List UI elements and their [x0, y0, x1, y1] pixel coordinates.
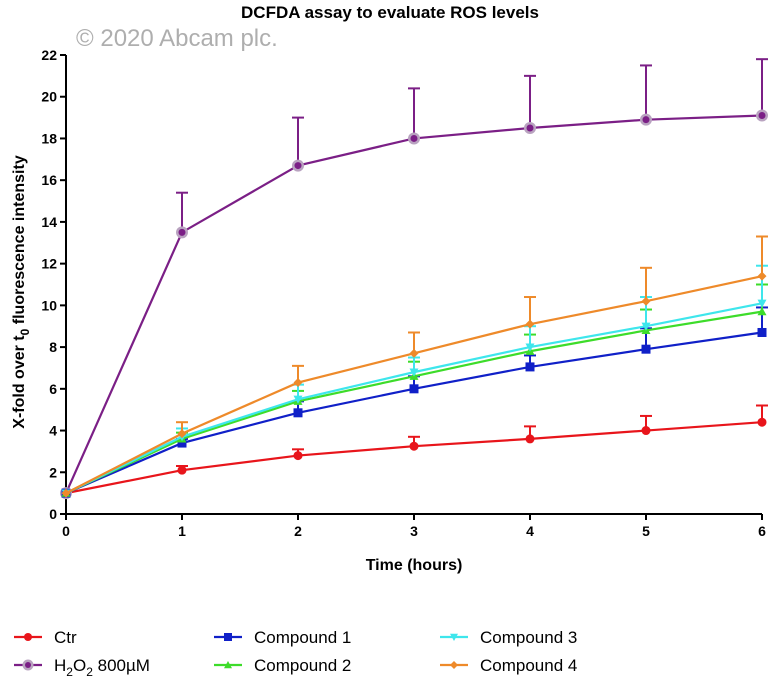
- data-point: [524, 122, 536, 135]
- data-point: [409, 368, 419, 377]
- y-tick-label: 8: [49, 339, 57, 355]
- data-point: [757, 307, 767, 316]
- data-point: [177, 465, 187, 475]
- data-point: [177, 429, 187, 439]
- marker-core: [410, 134, 418, 142]
- data-point: [408, 132, 420, 145]
- data-point: [757, 327, 767, 337]
- legend-item: H2O2 800µM: [14, 656, 150, 679]
- data-point: [641, 344, 651, 354]
- legend-item: Compound 3: [440, 628, 577, 647]
- data-point: [757, 271, 767, 281]
- y-axis-label-subscript: 0: [18, 328, 32, 335]
- data-point: [641, 322, 651, 331]
- data-point: [640, 113, 652, 126]
- y-tick-label: 0: [49, 506, 57, 522]
- y-tick-label: 6: [49, 381, 57, 397]
- data-point: [450, 633, 458, 641]
- data-point: [224, 661, 232, 669]
- data-point: [24, 633, 32, 641]
- series-ctr: [61, 404, 768, 498]
- marker-core: [642, 116, 650, 124]
- data-point: [525, 434, 535, 444]
- y-tick-label: 2: [49, 464, 57, 480]
- data-point: [757, 417, 767, 427]
- x-tick-label: 0: [62, 523, 70, 539]
- y-tick-label: 10: [41, 297, 57, 313]
- marker-core: [178, 228, 186, 236]
- data-point: [525, 343, 535, 352]
- series-h2o2-800-m: [60, 58, 768, 500]
- x-tick-label: 2: [294, 523, 302, 539]
- data-point: [409, 384, 419, 394]
- data-point: [293, 395, 303, 404]
- x-axis-label: Time (hours): [366, 557, 463, 574]
- data-point: [641, 296, 651, 306]
- legend-item: Compound 1: [214, 628, 351, 647]
- x-tick-label: 1: [178, 523, 186, 539]
- series-compound-4: [61, 235, 768, 498]
- data-point: [293, 408, 303, 418]
- legend-label-part: 2: [86, 665, 93, 679]
- legend-label: Compound 4: [480, 656, 577, 675]
- legend-label: Ctr: [54, 628, 77, 647]
- legend-label-part: O: [73, 656, 86, 675]
- data-point: [293, 378, 303, 388]
- legend-label: H2O2 800µM: [54, 656, 150, 679]
- data-point: [293, 451, 303, 461]
- data-point: [224, 633, 232, 641]
- watermark: © 2020 Abcam plc.: [76, 25, 278, 52]
- data-point: [292, 159, 304, 172]
- legend-label-part: H: [54, 656, 66, 675]
- marker-core: [294, 162, 302, 170]
- marker-core: [25, 662, 31, 668]
- y-axis-label-tail: fluorescence intensity: [11, 155, 28, 328]
- data-point: [61, 488, 71, 498]
- x-tick-label: 3: [410, 523, 418, 539]
- y-axis-label: X-fold over t0 fluorescence intensity: [11, 155, 32, 429]
- data-point: [409, 348, 419, 358]
- data-point: [757, 299, 767, 308]
- data-point: [409, 441, 419, 451]
- legend-label: Compound 3: [480, 628, 577, 647]
- data-point: [756, 109, 768, 122]
- data-point: [525, 319, 535, 329]
- data-point: [22, 659, 34, 671]
- y-tick-label: 18: [41, 130, 57, 146]
- y-tick-label: 22: [41, 47, 57, 63]
- legend-item: Compound 2: [214, 656, 351, 675]
- y-tick-label: 20: [41, 89, 57, 105]
- legend-label: Compound 2: [254, 656, 351, 675]
- data-point: [177, 438, 187, 448]
- y-tick-label: 4: [49, 423, 57, 439]
- y-tick-label: 16: [41, 172, 57, 188]
- legend-label-part: 2: [66, 665, 73, 679]
- data-point: [525, 362, 535, 372]
- series-compound-1: [61, 306, 768, 498]
- data-point: [450, 661, 458, 669]
- data-point: [641, 426, 651, 436]
- x-tick-label: 4: [526, 523, 534, 539]
- chart-title: DCFDA assay to evaluate ROS levels: [241, 3, 539, 22]
- legend-label: Compound 1: [254, 628, 351, 647]
- legend-label-part: 800µM: [93, 656, 150, 675]
- plot-area: [60, 58, 768, 500]
- data-point: [176, 226, 188, 239]
- y-axis-label-main: X-fold over t: [11, 335, 28, 429]
- y-tick-label: 12: [41, 256, 57, 272]
- y-tick-label: 14: [41, 214, 57, 230]
- x-tick-label: 6: [758, 523, 766, 539]
- legend-item: Compound 4: [440, 656, 577, 675]
- x-tick-label: 5: [642, 523, 650, 539]
- marker-core: [758, 112, 766, 120]
- marker-core: [526, 124, 534, 132]
- legend-item: Ctr: [14, 628, 77, 647]
- series-line: [65, 421, 763, 495]
